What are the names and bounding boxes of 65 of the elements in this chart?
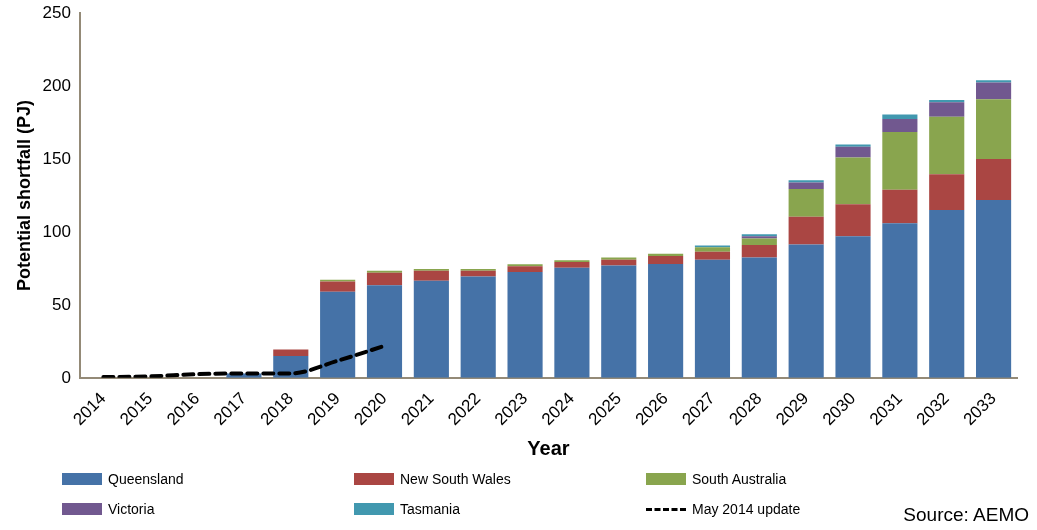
bar <box>929 174 965 211</box>
bar <box>835 157 871 205</box>
bar <box>320 281 356 292</box>
bar <box>413 280 449 378</box>
bar <box>976 159 1012 200</box>
bar <box>835 236 871 378</box>
y-axis-title: Potential shortfall (PJ) <box>13 100 34 292</box>
bar <box>366 270 403 273</box>
bar <box>976 199 1012 378</box>
bar <box>694 259 731 378</box>
legend-label: Victoria <box>108 501 155 517</box>
bar <box>273 349 309 356</box>
legend-label: May 2014 update <box>692 501 801 517</box>
bar <box>882 223 918 378</box>
y-tick-label: 100 <box>42 221 71 241</box>
y-tick-label: 50 <box>52 294 71 314</box>
bar <box>366 285 403 378</box>
bar <box>976 99 1012 160</box>
bar <box>741 238 777 246</box>
bar <box>835 204 871 237</box>
bar <box>320 291 356 378</box>
bar <box>788 244 824 378</box>
bar <box>929 102 965 117</box>
bar <box>929 210 965 378</box>
bar <box>601 259 637 266</box>
bar <box>788 182 824 189</box>
bar <box>554 261 590 268</box>
bar <box>882 118 918 133</box>
bar <box>601 257 637 260</box>
legend-label: New South Wales <box>400 471 511 487</box>
y-tick-label: 0 <box>61 367 71 387</box>
bar <box>929 99 965 103</box>
y-tick-label: 200 <box>42 75 71 95</box>
source-note: Source: AEMO <box>903 504 1029 526</box>
legend-label: South Australia <box>692 471 787 487</box>
bar <box>601 265 637 378</box>
y-tick-label: 250 <box>42 2 71 22</box>
bar <box>788 188 824 217</box>
bar <box>460 276 496 378</box>
bar <box>741 245 777 258</box>
bar <box>929 116 965 175</box>
bar <box>694 247 731 252</box>
bar <box>788 216 824 245</box>
legend-label: Tasmania <box>400 501 460 517</box>
bar <box>694 251 731 260</box>
bar <box>507 266 543 273</box>
bar <box>788 180 824 183</box>
y-tick-label: 150 <box>42 148 71 168</box>
bar <box>835 146 871 158</box>
bar <box>882 189 918 224</box>
bar <box>976 82 1012 100</box>
bar <box>882 114 918 119</box>
bar <box>648 253 684 257</box>
bar <box>554 267 590 378</box>
bar <box>648 264 684 378</box>
legend-label: Queensland <box>108 471 184 487</box>
bar <box>882 132 918 190</box>
x-axis-title: Year <box>527 436 570 459</box>
bar <box>835 144 871 147</box>
bar <box>976 80 1012 83</box>
bar <box>366 272 403 286</box>
bar <box>741 257 777 378</box>
bar <box>413 270 449 281</box>
bar <box>648 256 684 265</box>
bar <box>507 272 543 378</box>
